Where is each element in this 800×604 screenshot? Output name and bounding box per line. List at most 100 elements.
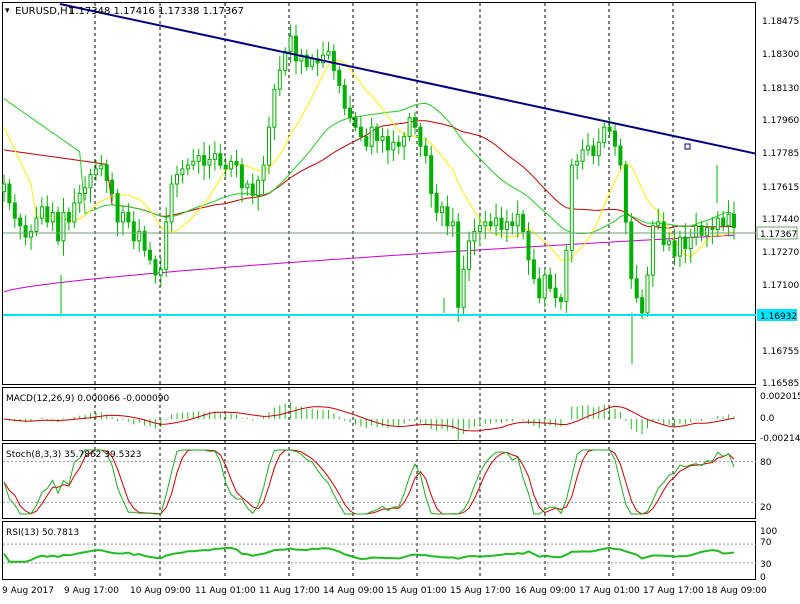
- candle-body: [66, 211, 71, 223]
- candle-body: [310, 58, 315, 68]
- candle-body: [450, 221, 455, 227]
- candle-body: [121, 211, 125, 223]
- candle-body: [218, 153, 223, 166]
- candle-body: [672, 240, 677, 257]
- candle-body: [137, 230, 142, 242]
- candle-body: [385, 136, 390, 151]
- ma-green-line: [3, 98, 735, 235]
- candle-body: [526, 230, 531, 261]
- candle-body: [467, 240, 471, 270]
- candle-body: [88, 174, 93, 189]
- candle-body: [99, 164, 104, 170]
- macd-title: MACD(12,26,9) 0.000066 -0.000090: [6, 394, 169, 404]
- stoch-level-label: 80: [760, 458, 772, 468]
- candle-body: [461, 268, 466, 308]
- candle-body: [553, 287, 558, 299]
- trendline-anchor-handle: [684, 143, 691, 150]
- stoch-main-line: [3, 449, 735, 515]
- symbol-title: EURUSD,H1: [15, 6, 74, 17]
- ma-yellow-line: [3, 59, 735, 263]
- candle-body: [531, 259, 536, 280]
- candle-body: [229, 160, 234, 170]
- candle-body: [559, 297, 563, 303]
- stoch-pane[interactable]: [2, 443, 756, 519]
- candle-body: [196, 155, 201, 162]
- time-label: 11 Aug 01:00: [195, 586, 256, 596]
- time-label: 17 Aug 17:00: [643, 586, 704, 596]
- candle-body: [191, 160, 196, 166]
- candle-body: [602, 126, 607, 143]
- macd-level-label: 0.002015: [760, 392, 800, 402]
- candle-body: [575, 160, 580, 166]
- candle-body: [645, 274, 650, 314]
- rsi-pane[interactable]: [2, 521, 756, 580]
- candle-body: [580, 149, 585, 162]
- macd-level-label: -0.002149: [760, 434, 800, 444]
- candle-body: [326, 50, 331, 56]
- support-price-tag-text: 1.16932: [760, 312, 797, 322]
- candle-body: [715, 217, 720, 231]
- ma-magenta-line: [3, 234, 735, 293]
- time-label: 9 Aug 2017: [2, 586, 54, 596]
- candle-body: [277, 69, 282, 90]
- rsi-level-label: 30: [760, 560, 772, 570]
- rsi-level-label: 70: [760, 538, 772, 548]
- ohlc-values: 1.17348 1.17416 1.17338 1.17367: [69, 6, 244, 17]
- candle-body: [537, 278, 542, 299]
- current-price-tag-text: 1.17367: [760, 230, 797, 240]
- candle-body: [521, 213, 526, 232]
- candle-body: [364, 136, 369, 147]
- candle-body: [705, 227, 709, 236]
- candle-body: [348, 107, 353, 119]
- candle-body: [499, 217, 504, 231]
- candle-body: [391, 141, 396, 151]
- price-axis: 1.18475 1.18300 1.18130 1.17960 1.17785 …: [762, 17, 799, 389]
- candle-body: [586, 145, 590, 151]
- candle-body: [423, 145, 428, 157]
- candle-body: [23, 225, 28, 238]
- stoch-title: Stoch(8,3,3) 35.7862 39.5323: [6, 450, 141, 460]
- candle-body: [256, 179, 261, 196]
- candle-body: [83, 187, 88, 195]
- price-pane[interactable]: [2, 2, 756, 385]
- candle-body: [7, 183, 12, 204]
- candle-body: [640, 297, 645, 314]
- price-label: 1.16755: [762, 347, 799, 357]
- stoch-signal-line: [3, 449, 735, 515]
- time-axis: 9 Aug 2017 9 Aug 17:00 10 Aug 09:00 11 A…: [2, 586, 767, 596]
- candle-body: [440, 206, 444, 214]
- candle-body: [321, 54, 325, 64]
- candle-body: [358, 126, 363, 138]
- price-label: 1.17960: [762, 116, 799, 126]
- candle-body: [29, 230, 33, 238]
- candle-body: [185, 164, 190, 170]
- candle-body: [688, 236, 693, 250]
- time-label: 16 Aug 09:00: [515, 586, 576, 596]
- candle-body: [623, 164, 628, 223]
- symbol-arrow-icon: ▾: [5, 6, 10, 16]
- time-label: 10 Aug 09:00: [130, 586, 191, 596]
- candle-body: [504, 221, 509, 230]
- support-price-tag: [757, 309, 797, 321]
- candle-body: [515, 213, 520, 227]
- candle-body: [164, 221, 169, 270]
- candle-body: [699, 225, 704, 236]
- candle-body: [596, 141, 601, 157]
- macd-pane[interactable]: [2, 387, 756, 441]
- candle-body: [634, 278, 639, 299]
- candle-body: [413, 117, 417, 128]
- candle-body: [677, 236, 682, 257]
- candle-body: [607, 126, 612, 132]
- candle-body: [234, 160, 239, 166]
- price-label: 1.17785: [762, 149, 799, 159]
- candle-body: [2, 183, 6, 193]
- candle-body: [239, 164, 244, 189]
- candle-body: [472, 230, 477, 242]
- macd-level-label: 0.0: [760, 414, 775, 424]
- candle-body: [39, 206, 44, 219]
- candle-body: [407, 117, 412, 138]
- rsi-title: RSI(13) 50.7813: [6, 528, 79, 538]
- price-label: 1.18300: [762, 50, 799, 60]
